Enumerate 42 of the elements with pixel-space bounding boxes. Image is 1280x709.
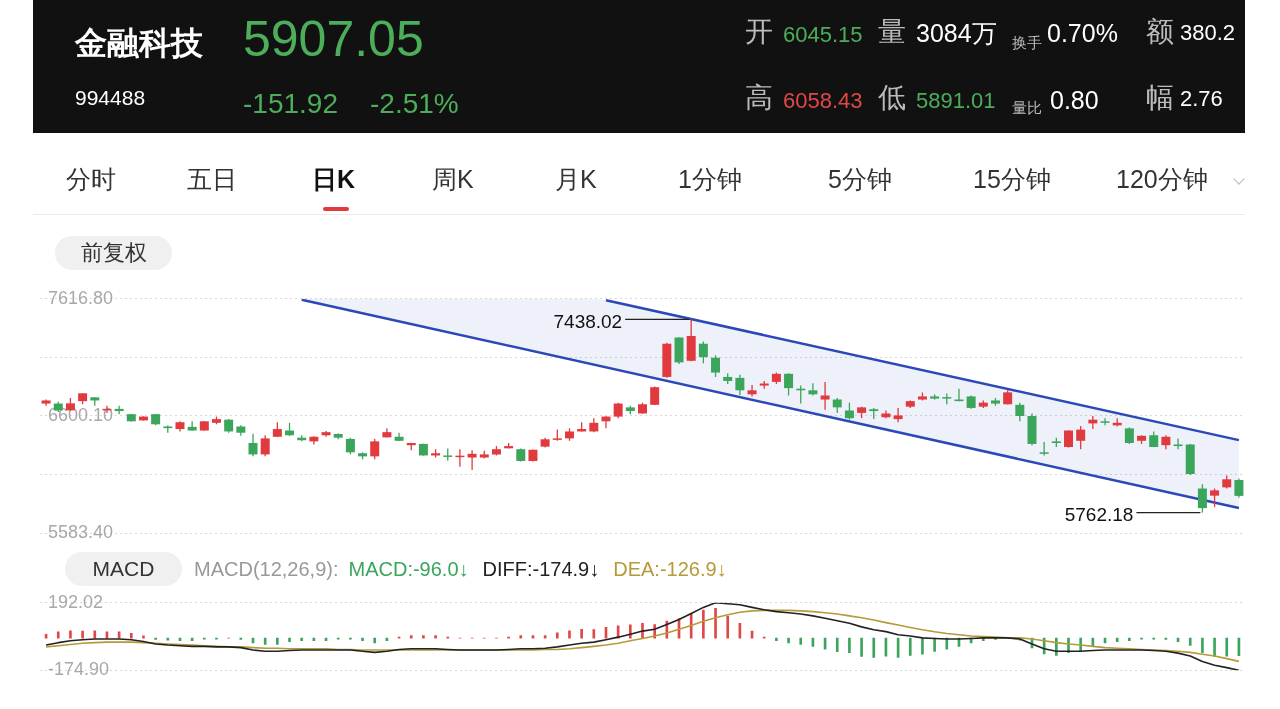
chart-title: MACD (65, 552, 182, 586)
chart-title: 金融科技 (75, 24, 203, 63)
text: 五日 (187, 165, 237, 193)
chart-subtitle: MACD(12,26,9): (194, 557, 339, 581)
text: 5907.05 (243, 11, 424, 67)
text: 月K (555, 165, 597, 193)
text: 0.80 (1050, 86, 1099, 114)
text: 幅 (1146, 82, 1174, 113)
text: 周K (432, 165, 474, 193)
y-tick-label: 5583.40 (48, 522, 114, 543)
text: DIFF:-174.9↓ (482, 557, 600, 581)
text: 6045.15 (783, 22, 863, 47)
text: 120分钟 (1116, 165, 1208, 193)
text: 5891.01 (916, 88, 996, 113)
text: 5分钟 (828, 165, 892, 193)
text: 开 (745, 16, 773, 47)
text: 日K (312, 165, 356, 193)
text: 量 (878, 16, 906, 47)
text: 换手 (1012, 34, 1042, 51)
y-tick-label: 7616.80 (48, 287, 114, 308)
text: -151.92 (243, 88, 338, 119)
text: 3084万 (916, 19, 997, 47)
text: 6058.43 (783, 88, 863, 113)
text: 低 (878, 82, 906, 113)
text: 1分钟 (678, 165, 742, 193)
text: 额 (1146, 16, 1174, 47)
y-tick-label: 192.02 (48, 591, 104, 612)
chart-subtitle: 994488 (75, 86, 146, 110)
y-tick-label: -174.90 (48, 659, 110, 680)
text: 0.70% (1047, 19, 1118, 47)
text: 量比 (1012, 99, 1042, 116)
text: 380.2 (1180, 20, 1236, 45)
text: 分时 (66, 165, 116, 193)
annotation: 5762.18 (1064, 503, 1134, 525)
text: -2.51% (370, 88, 459, 119)
annotation: 7438.02 (553, 310, 623, 332)
text: MACD:-96.0↓ (348, 557, 469, 581)
series-label: DEA:-126.9↓ (613, 557, 727, 581)
text: 2.76 (1180, 86, 1223, 111)
text: 前复权 (55, 236, 172, 270)
text: 15分钟 (973, 165, 1051, 193)
text: 高 (745, 82, 773, 113)
